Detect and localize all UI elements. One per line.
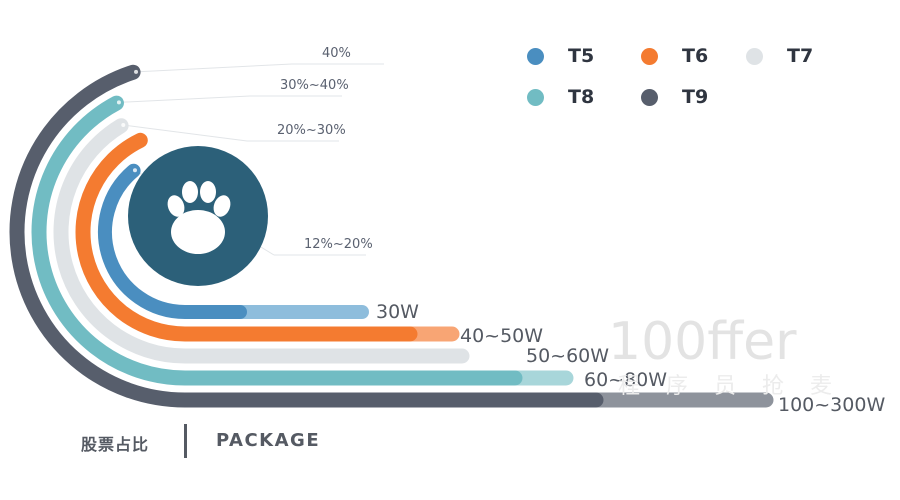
range-label-t8: 30%~40% <box>280 78 349 93</box>
paw-badge <box>128 146 268 286</box>
legend-dot <box>641 47 658 65</box>
legend-dot <box>527 47 544 65</box>
footer-label-en: PACKAGE <box>216 430 321 451</box>
range-label-t9: 40% <box>322 46 351 61</box>
legend-item-t7: T7 <box>746 45 813 67</box>
guide-line-t9 <box>136 63 293 73</box>
guide-line-t7 <box>123 124 248 142</box>
legend-dot <box>527 88 544 106</box>
legend-label: T8 <box>568 86 595 108</box>
legend-label: T5 <box>568 45 595 67</box>
range-label-t7: 20%~30% <box>277 123 346 138</box>
bar-t7 <box>53 118 470 364</box>
legend-dot <box>746 47 763 65</box>
bar-start-dot-t5 <box>132 168 137 173</box>
footer-label-cn: 股票占比 <box>81 435 150 454</box>
legend-item-t8: T8 <box>527 86 594 108</box>
legend-item-t6: T6 <box>641 45 708 67</box>
bar-start-dot-t7 <box>121 123 126 128</box>
range-label-t5: 12%~20% <box>304 237 373 252</box>
bar-t6 <box>75 132 418 342</box>
footer-divider <box>184 424 187 458</box>
legend-item-t9: T9 <box>641 86 708 108</box>
paw-icon <box>167 181 231 254</box>
salary-label-t5: 30W <box>376 301 419 323</box>
bar-start-dot-t9 <box>134 69 139 74</box>
watermark-subtitle: 程序员抢麦 <box>618 374 859 399</box>
legend-label: T9 <box>682 86 709 108</box>
watermark: 100ffer <box>608 312 797 372</box>
salary-label-t6: 40~50W <box>460 325 543 347</box>
salary-label-t8: 60~80W <box>584 369 667 391</box>
bar-t5 <box>98 163 247 319</box>
salary-label-t9: 100~300W <box>778 394 885 416</box>
bar-t8 <box>31 95 523 386</box>
legend-label: T7 <box>787 45 814 67</box>
bar-start-dot-t8 <box>116 100 121 105</box>
guide-line-t8 <box>118 95 251 103</box>
legend-item-t5: T5 <box>527 45 594 67</box>
legend-dot <box>641 88 658 106</box>
legend-label: T6 <box>682 45 709 67</box>
bar-t9 <box>9 64 604 408</box>
salary-label-t7: 50~60W <box>526 345 609 367</box>
